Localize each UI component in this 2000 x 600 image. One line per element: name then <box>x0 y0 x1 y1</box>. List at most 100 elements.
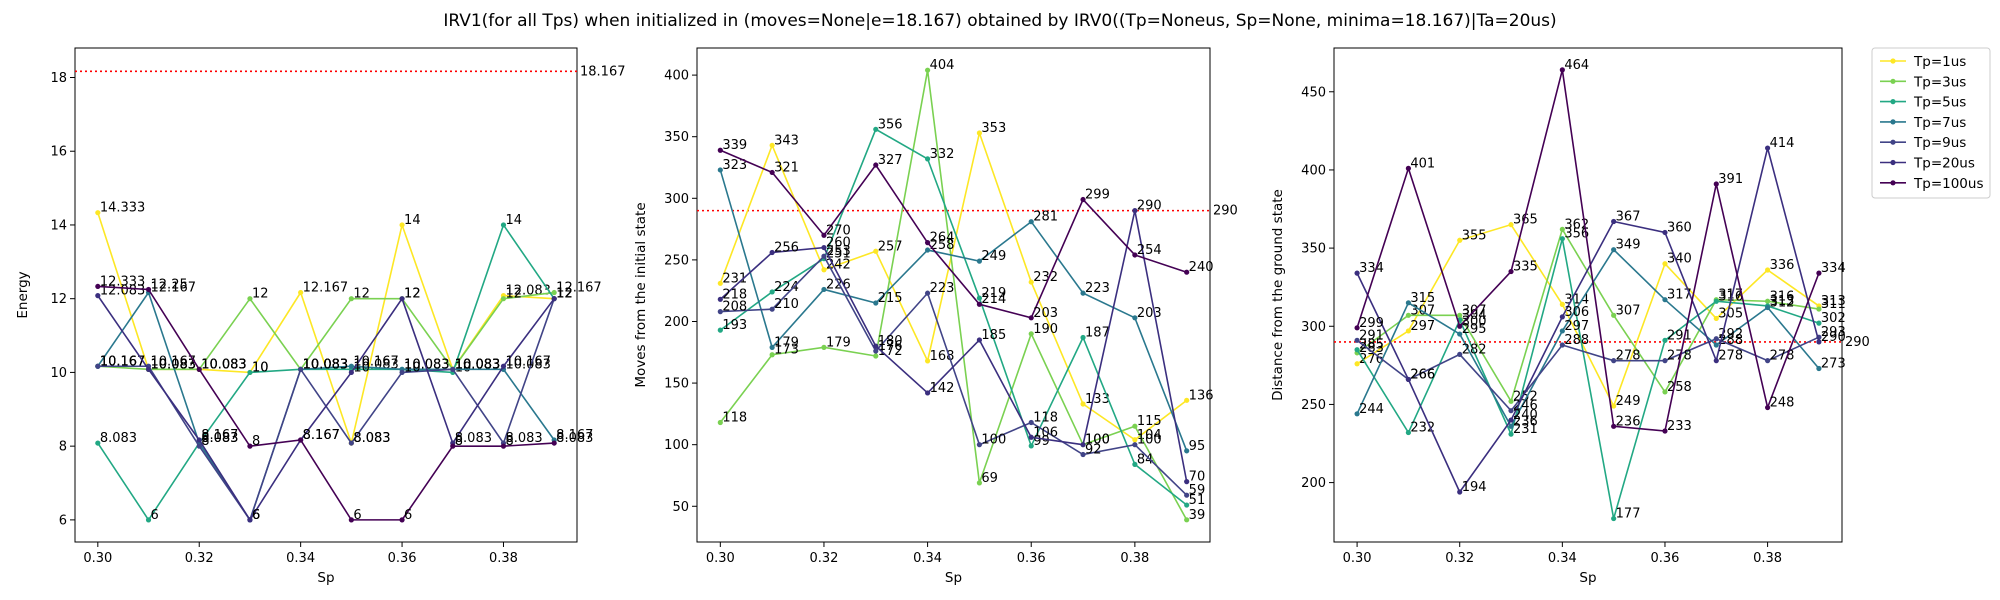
data-label: 12 <box>252 287 269 302</box>
data-point <box>821 344 827 350</box>
y-tick-label: 10 <box>50 366 67 381</box>
data-label: 336 <box>1770 258 1795 273</box>
data-point <box>717 419 723 426</box>
y-tick-label: 350 <box>1301 242 1326 257</box>
data-label: 8.167 <box>303 428 340 443</box>
data-label: 12.167 <box>556 281 602 296</box>
data-label: 14.333 <box>100 201 145 216</box>
y-tick-label: 12 <box>50 292 67 307</box>
data-label: 278 <box>1616 349 1641 364</box>
data-point <box>1662 261 1668 267</box>
data-label: 6 <box>252 508 260 523</box>
data-label: 100 <box>981 433 1006 448</box>
data-label: 8.083 <box>353 431 390 446</box>
data-label: 339 <box>722 138 747 153</box>
data-label: 8.083 <box>201 431 238 446</box>
data-point <box>500 363 507 369</box>
data-point <box>450 443 456 449</box>
series-line <box>720 254 1188 496</box>
legend-entry: Tp=5us <box>1880 95 1966 111</box>
data-label: 232 <box>1033 270 1058 285</box>
data-point <box>1028 443 1034 449</box>
series-line <box>719 130 1188 441</box>
series-line <box>1356 147 1820 494</box>
y-tick-label: 18 <box>50 71 67 86</box>
data-label: 356 <box>878 117 903 132</box>
legend-label: Tp=3us <box>1913 74 1966 90</box>
data-point <box>1508 398 1514 404</box>
data-point <box>873 353 879 359</box>
data-label: 133 <box>1085 392 1110 407</box>
data-point <box>1611 218 1617 225</box>
data-label: 218 <box>722 287 747 302</box>
x-tick-label: 0.38 <box>1120 551 1149 566</box>
legend-entry: Tp=1us <box>1880 54 1966 70</box>
data-label: 349 <box>1616 238 1641 253</box>
data-point <box>1132 461 1138 467</box>
data-label: 136 <box>1189 388 1214 403</box>
legend-marker <box>1890 139 1896 145</box>
data-point <box>1457 237 1463 243</box>
plots-area: 0.30 0.32 0.34 0.36 0.38 6 8 10 12 14 16 18 Sp Energy… <box>15 47 1870 586</box>
legend-label: Tp=20us <box>1913 156 1975 172</box>
data-point <box>769 352 775 358</box>
data-label: 293 <box>1821 325 1846 340</box>
data-label: 291 <box>1667 328 1692 343</box>
data-point <box>1184 517 1190 523</box>
y-tick-label: 350 <box>664 130 689 145</box>
data-point <box>1184 269 1190 275</box>
data-point <box>1713 358 1719 364</box>
data-label: 193 <box>722 318 747 333</box>
data-point <box>95 363 101 369</box>
data-label: 288 <box>1718 333 1743 348</box>
data-label: 100 <box>1085 433 1110 448</box>
data-point <box>1764 298 1771 304</box>
data-label: 8.083 <box>353 431 390 446</box>
data-point <box>1028 219 1034 225</box>
data-label: 12 <box>556 287 573 302</box>
data-point <box>1559 342 1565 348</box>
data-label: 10.083 <box>455 357 501 372</box>
data-label: 142 <box>930 381 955 396</box>
data-label: 317 <box>1718 288 1743 303</box>
data-point <box>821 286 827 293</box>
data-label: 8.083 <box>455 431 492 446</box>
data-point <box>924 390 931 396</box>
data-point <box>1354 325 1360 331</box>
data-label: 194 <box>1462 480 1487 495</box>
data-label: 92 <box>1085 443 1102 458</box>
data-point <box>348 363 354 369</box>
y-tick-label: 150 <box>664 377 689 392</box>
data-label: 281 <box>1033 210 1058 225</box>
data-label: 343 <box>774 133 799 148</box>
y-tick-label: 300 <box>664 192 689 207</box>
data-label: 249 <box>1616 394 1641 409</box>
data-point <box>873 348 879 354</box>
series-line <box>1356 238 1820 519</box>
data-label: 8.167 <box>556 428 593 443</box>
data-label: 258 <box>1667 380 1692 395</box>
data-label: 257 <box>878 239 903 254</box>
data-point <box>1028 419 1034 426</box>
data-label: 8.083 <box>556 431 593 446</box>
data-point <box>924 240 931 246</box>
data-point <box>873 162 879 168</box>
data-point <box>976 295 983 301</box>
data-point <box>1713 181 1719 187</box>
data-label: 264 <box>930 231 955 246</box>
data-label: 266 <box>1410 367 1435 382</box>
series-line <box>1356 227 1820 404</box>
data-label: 307 <box>1616 303 1641 318</box>
data-point <box>1816 270 1822 276</box>
data-point <box>1611 312 1617 318</box>
series-line <box>97 295 555 522</box>
data-point <box>247 369 253 376</box>
data-label: 285 <box>1359 338 1384 353</box>
series-line <box>719 210 1188 482</box>
y-tick-label: 50 <box>672 500 689 515</box>
data-point <box>1354 411 1360 417</box>
data-point <box>247 517 253 523</box>
